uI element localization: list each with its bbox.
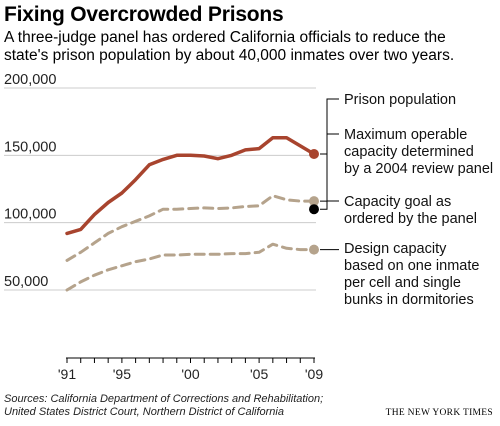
y-tick-label: 200,000 bbox=[4, 72, 56, 88]
subtitle-line-2: state's prison population by about 40,00… bbox=[4, 47, 455, 64]
annotation-leader bbox=[320, 133, 339, 202]
series-end-markers bbox=[309, 148, 319, 255]
x-tick-label: '05 bbox=[250, 366, 268, 382]
annotation-label: bunks in dormitories bbox=[344, 292, 474, 308]
annotation-label: ordered by the panel bbox=[344, 211, 477, 227]
source-line-2: United States District Court, Northern D… bbox=[4, 406, 284, 418]
subtitle-line-1: A three-judge panel has ordered Californ… bbox=[4, 29, 446, 46]
series-line bbox=[65, 194, 316, 262]
series-end-marker bbox=[309, 148, 319, 159]
source-line-1: Sources: California Department of Correc… bbox=[4, 393, 324, 405]
annotation-label: based on one inmate bbox=[344, 258, 479, 274]
capacity-goal-marker bbox=[309, 204, 319, 215]
annotation-label: Maximum operable bbox=[344, 127, 467, 143]
chart-title: Fixing Overcrowded Prisons bbox=[4, 3, 284, 26]
annotation-label: by a 2004 review panel bbox=[344, 161, 493, 177]
x-tick-label: '95 bbox=[113, 366, 131, 382]
series-line bbox=[65, 242, 316, 292]
x-axis: '91 '95 '00 '05 '09 bbox=[58, 357, 323, 382]
y-tick-label: 50,000 bbox=[4, 274, 48, 290]
chart-subtitle: A three-judge panel has ordered Californ… bbox=[4, 29, 496, 65]
y-tick-label: 150,000 bbox=[4, 139, 56, 155]
y-axis-labels: 50,000 100,000 150,000 200,000 bbox=[4, 72, 56, 290]
series-line bbox=[65, 136, 316, 236]
y-tick-label: 100,000 bbox=[4, 207, 56, 223]
series-end-marker bbox=[309, 244, 319, 255]
x-tick-label: '09 bbox=[305, 366, 323, 382]
annotation-leader bbox=[320, 98, 339, 155]
x-tick-label: '00 bbox=[181, 366, 199, 382]
annotation-label: Prison population bbox=[344, 92, 456, 108]
annotation-label: Capacity goal as bbox=[344, 194, 451, 210]
annotation-label: Design capacity bbox=[344, 241, 447, 257]
series-lines bbox=[65, 136, 316, 292]
x-tick-label: '91 bbox=[58, 366, 76, 382]
annotation-label: capacity determined bbox=[344, 144, 474, 160]
gridlines bbox=[4, 87, 316, 291]
annotation-label: per cell and single bbox=[344, 275, 461, 291]
annotation-leader bbox=[320, 200, 339, 210]
credit-line: THE NEW YORK TIMES bbox=[385, 408, 493, 418]
source-note: Sources: California Department of Correc… bbox=[4, 393, 323, 419]
annotations: Prison population Maximum operablecapacit… bbox=[320, 92, 493, 308]
series-end-marker bbox=[309, 196, 319, 207]
